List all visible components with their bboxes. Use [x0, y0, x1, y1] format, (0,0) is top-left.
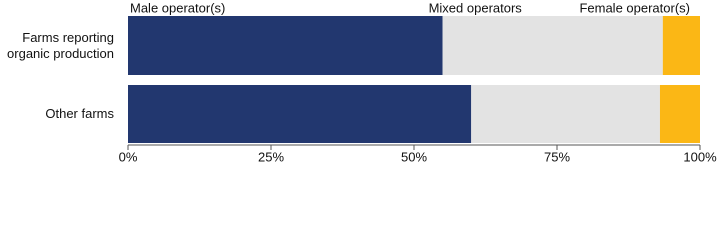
legend-label: Female operator(s)	[579, 0, 690, 15]
x-tick-label: 100%	[683, 149, 717, 164]
x-tick-label: 50%	[401, 149, 427, 164]
x-tick-label: 75%	[544, 149, 570, 164]
bar-segment	[128, 16, 443, 75]
category-label: Farms reporting organic production	[7, 29, 114, 61]
bar-segment	[128, 85, 472, 143]
x-tick-label: 0%	[119, 149, 138, 164]
category-label: Other farms	[45, 106, 114, 121]
bar-segment	[471, 85, 660, 143]
chart: Male operator(s) Mixed operators Female op…	[7, 0, 717, 164]
bar-segment	[442, 16, 663, 75]
x-tick-label: 25%	[258, 149, 284, 164]
legend-label: Male operator(s)	[130, 0, 225, 15]
legend-label: Mixed operators	[429, 0, 523, 15]
bar-segment	[662, 16, 700, 75]
bar-segment	[659, 85, 700, 143]
plot: Male operator(s) Mixed operators Female op…	[119, 0, 717, 164]
